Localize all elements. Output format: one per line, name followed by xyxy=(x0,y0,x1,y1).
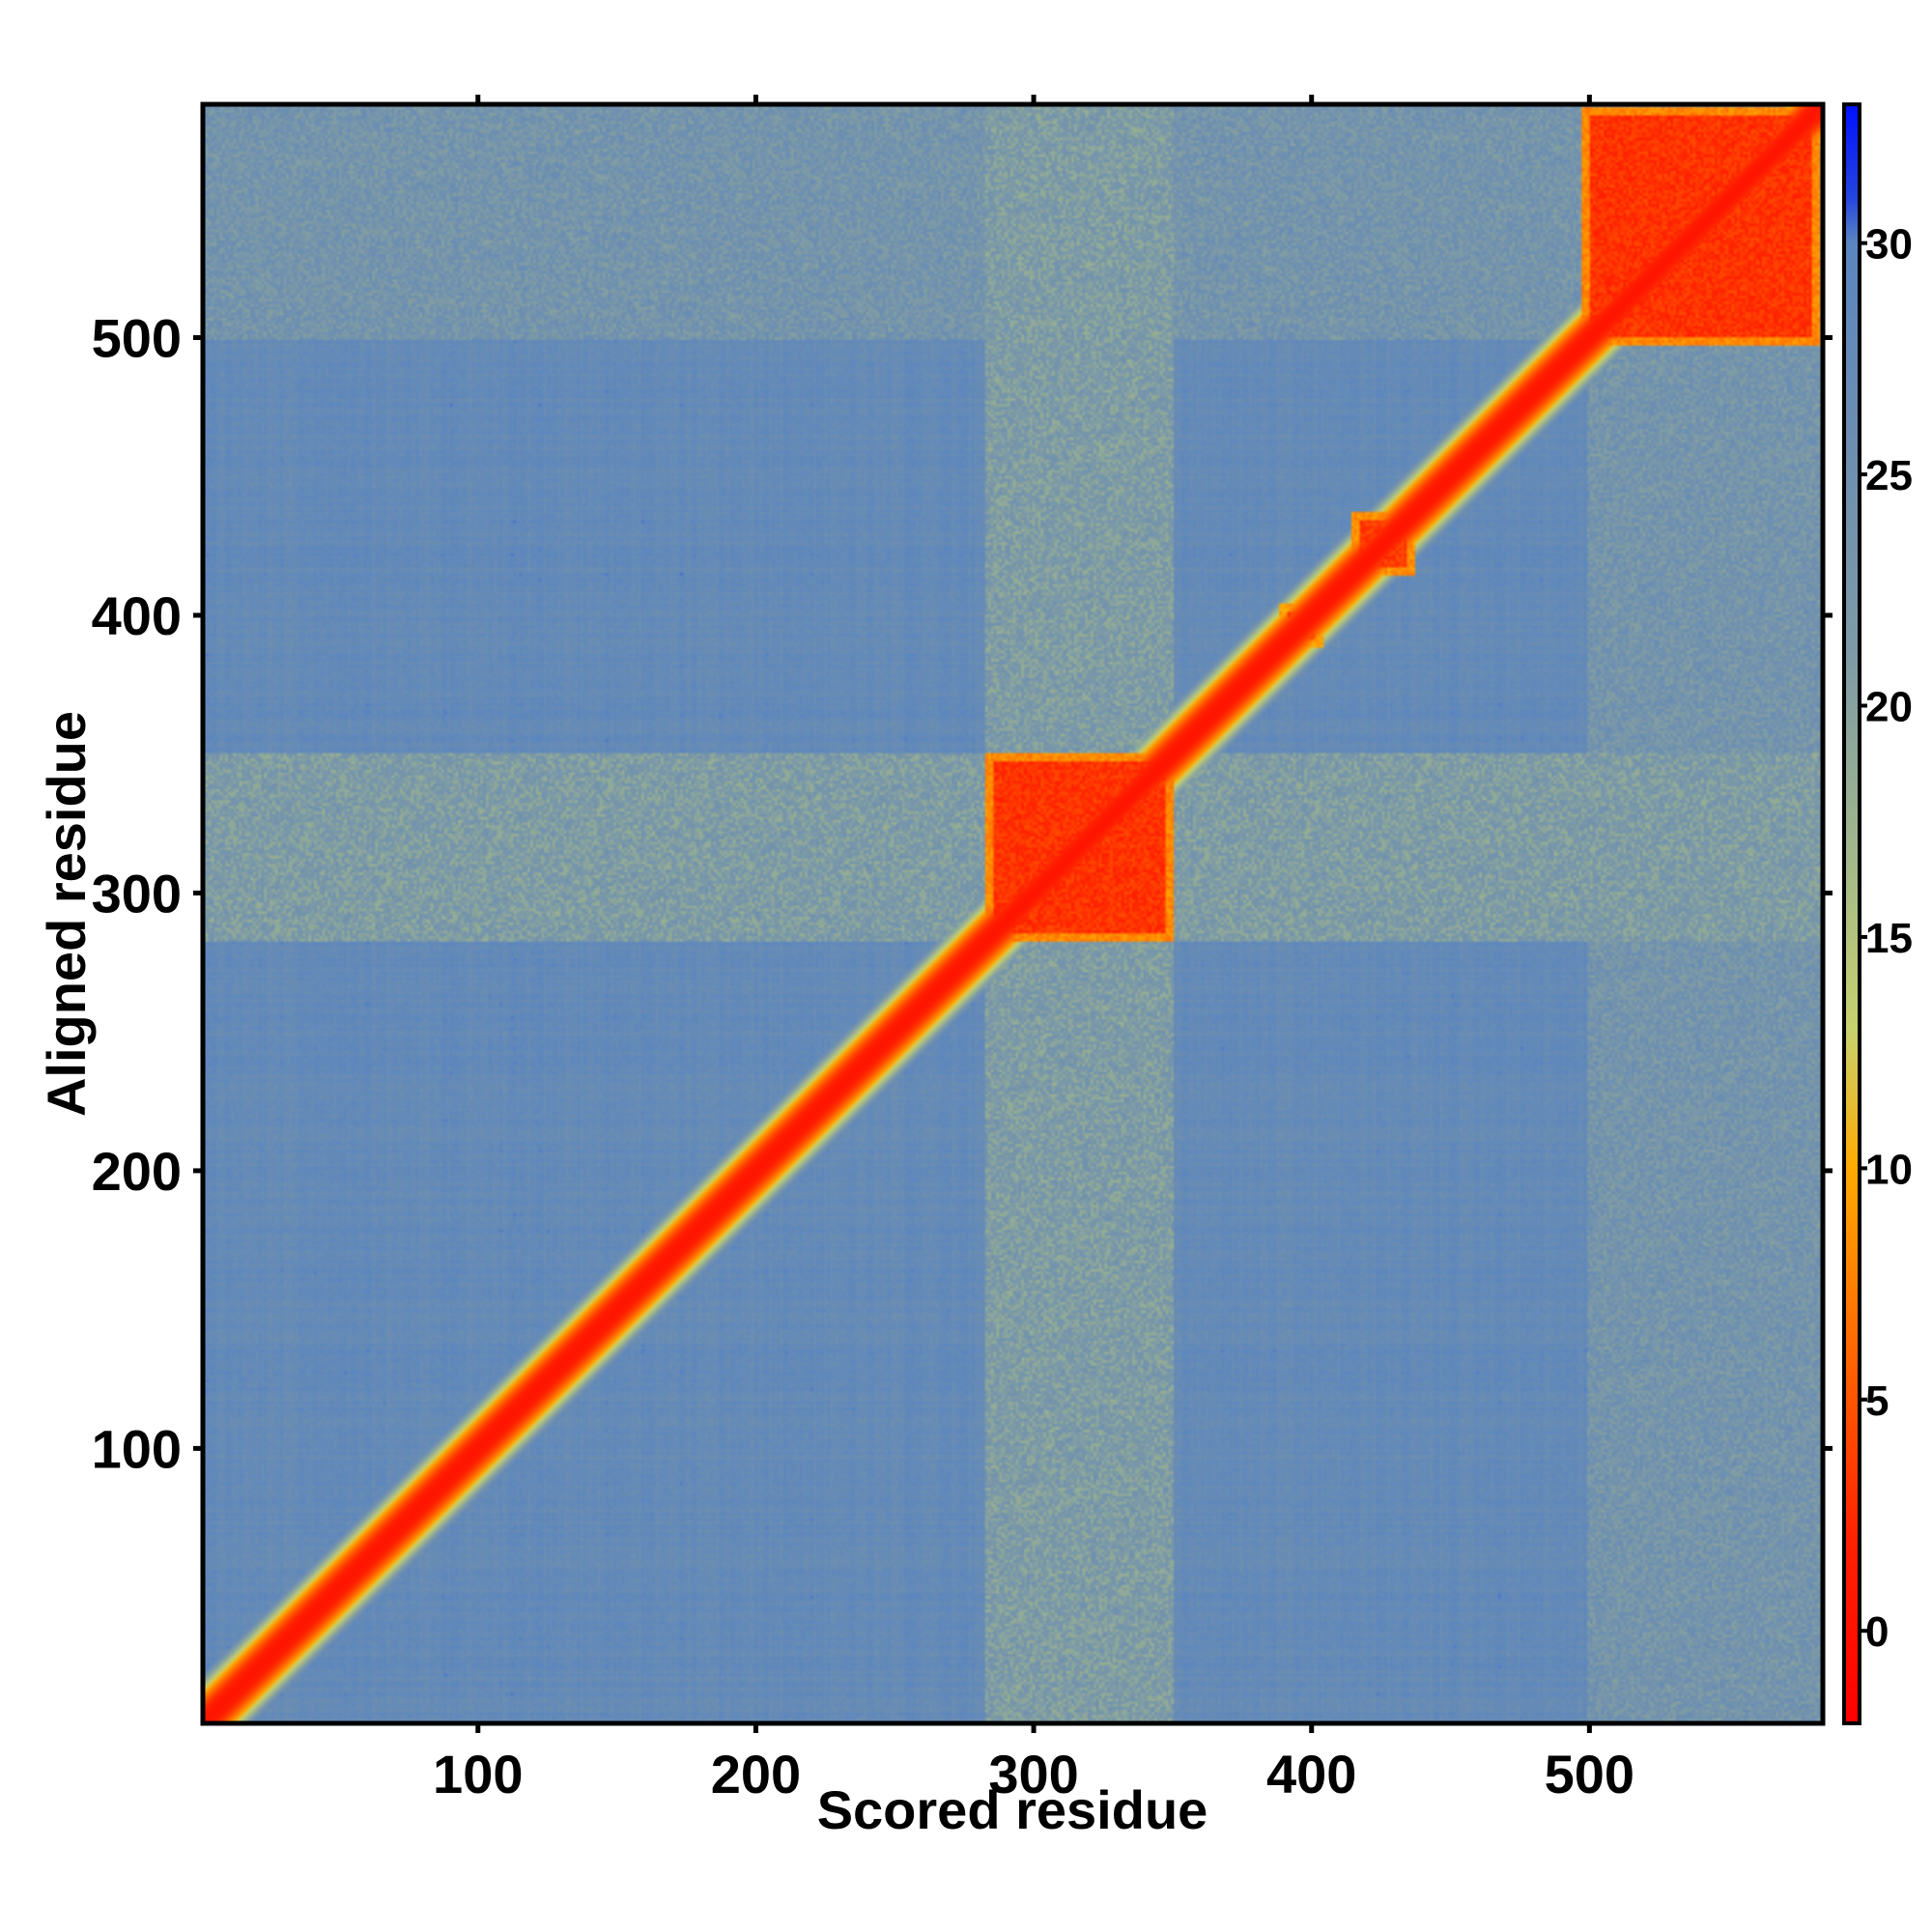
colorbar-tick-label: 30 xyxy=(1865,221,1913,269)
colorbar-tick-label: 20 xyxy=(1865,684,1913,731)
y-tick-label: 400 xyxy=(92,585,182,646)
x-tick-label: 300 xyxy=(988,1744,1078,1804)
plot-frame xyxy=(200,101,1826,1726)
x-tick-label: 400 xyxy=(1266,1744,1356,1804)
colorbar-tick-label: 5 xyxy=(1865,1378,1889,1425)
x-axis-title: Scored residue xyxy=(817,1779,1208,1840)
y-axis: 100 200 300 400 500 xyxy=(92,307,1833,1479)
x-tick-label: 200 xyxy=(711,1744,801,1804)
heatmap-area xyxy=(203,104,1823,1723)
x-tick-label: 100 xyxy=(433,1744,523,1804)
colorbar-tick-label: 0 xyxy=(1865,1608,1889,1656)
x-axis: 100 200 300 400 500 xyxy=(433,95,1634,1804)
y-tick-label: 500 xyxy=(92,307,182,368)
y-axis-title: Aligned residue xyxy=(36,711,97,1117)
y-tick-label: 100 xyxy=(92,1418,182,1479)
colorbar-tick-label: 25 xyxy=(1865,452,1913,499)
colorbar-ticks: 0 5 10 15 20 25 30 xyxy=(1860,221,1913,1656)
colorbar xyxy=(1842,102,1861,1725)
x-tick-label: 500 xyxy=(1545,1744,1634,1804)
colorbar-tick-label: 10 xyxy=(1865,1146,1913,1193)
colorbar-tick-label: 15 xyxy=(1865,915,1913,962)
y-tick-label: 300 xyxy=(92,863,182,923)
heatmap-image xyxy=(203,104,1823,1723)
y-tick-label: 200 xyxy=(92,1141,182,1202)
